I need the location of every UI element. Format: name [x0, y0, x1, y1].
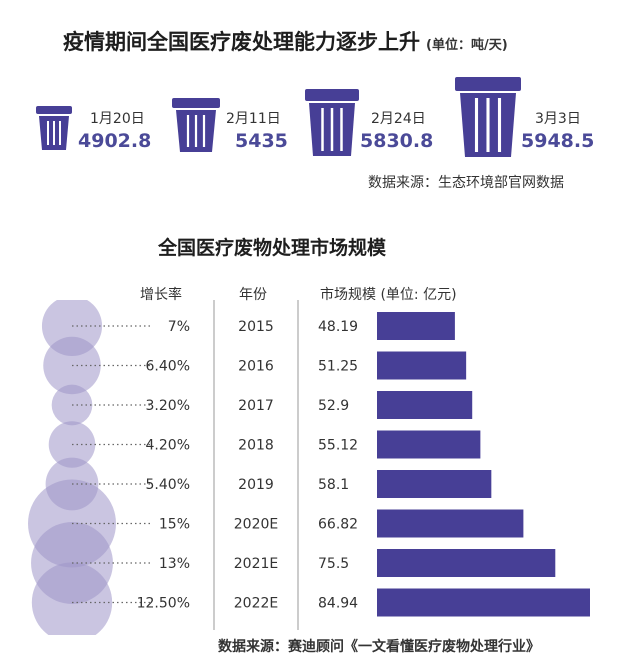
bin-value-label: 4902.8: [78, 130, 152, 152]
market-source: 数据来源：赛迪顾问《一文看懂医疗废物处理行业》: [218, 639, 540, 655]
market-bar: [377, 430, 481, 459]
value-label: 52.9: [318, 398, 349, 414]
growth-label: 3.20%: [146, 398, 190, 414]
market-bar: [377, 588, 590, 617]
capacity-unit: (单位：吨/天): [426, 38, 508, 53]
value-label: 55.12: [318, 438, 358, 454]
bin-value-label: 5435: [235, 130, 288, 152]
value-label: 48.19: [318, 319, 358, 335]
trash-bin-icon: [305, 89, 359, 156]
header-growth: 增长率: [140, 287, 182, 303]
capacity-title-text: 疫情期间全国医疗废处理能力逐步上升: [63, 30, 420, 54]
market-bar: [377, 470, 492, 498]
growth-label: 7%: [168, 319, 190, 335]
value-label: 51.25: [318, 359, 358, 375]
trash-bin-icon: [172, 98, 220, 152]
growth-label: 6.40%: [146, 359, 190, 375]
bin-date-label: 2月24日: [371, 111, 426, 127]
growth-label: 15%: [159, 517, 190, 533]
value-label: 84.94: [318, 596, 358, 612]
market-bar: [377, 549, 556, 577]
value-label: 66.82: [318, 517, 358, 533]
year-label: 2018: [238, 438, 274, 454]
value-label: 75.5: [318, 556, 349, 572]
header-year: 年份: [239, 287, 267, 303]
bin-value-label: 5830.8: [360, 130, 434, 152]
capacity-source: 数据来源：生态环境部官网数据: [368, 175, 564, 191]
growth-label: 5.40%: [146, 477, 190, 493]
market-bar: [377, 509, 524, 538]
year-label: 2019: [238, 477, 274, 493]
bin-date-label: 3月3日: [535, 111, 581, 127]
growth-label: 13%: [159, 556, 190, 572]
year-label: 2016: [238, 359, 274, 375]
market-bar: [377, 351, 467, 380]
market-bar: [377, 312, 455, 340]
year-label: 2022E: [234, 596, 278, 612]
growth-label: 12.50%: [137, 596, 190, 612]
bin-date-label: 1月20日: [90, 111, 145, 127]
growth-bubble: [31, 562, 113, 635]
bin-value-label: 5948.5: [521, 130, 595, 152]
growth-label: 4.20%: [146, 438, 190, 454]
market-title: 全国医疗废物处理市场规模: [158, 237, 387, 259]
capacity-title: 疫情期间全国医疗废处理能力逐步上升 (单位：吨/天): [63, 26, 508, 56]
header-market: 市场规模 (单位: 亿元): [320, 287, 457, 303]
year-label: 2021E: [234, 556, 278, 572]
bin-date-label: 2月11日: [226, 111, 281, 127]
year-label: 2015: [238, 319, 274, 335]
market-bar: [377, 391, 473, 419]
trash-bin-icon: [36, 106, 72, 150]
trash-bin-icon: [455, 77, 521, 157]
year-label: 2020E: [234, 517, 278, 533]
year-label: 2017: [238, 398, 274, 414]
market-chart: 7% 2015 48.19 6.40% 2016 51.25 3.20% 2017 52.9 4.…: [28, 300, 590, 635]
value-label: 58.1: [318, 477, 349, 493]
